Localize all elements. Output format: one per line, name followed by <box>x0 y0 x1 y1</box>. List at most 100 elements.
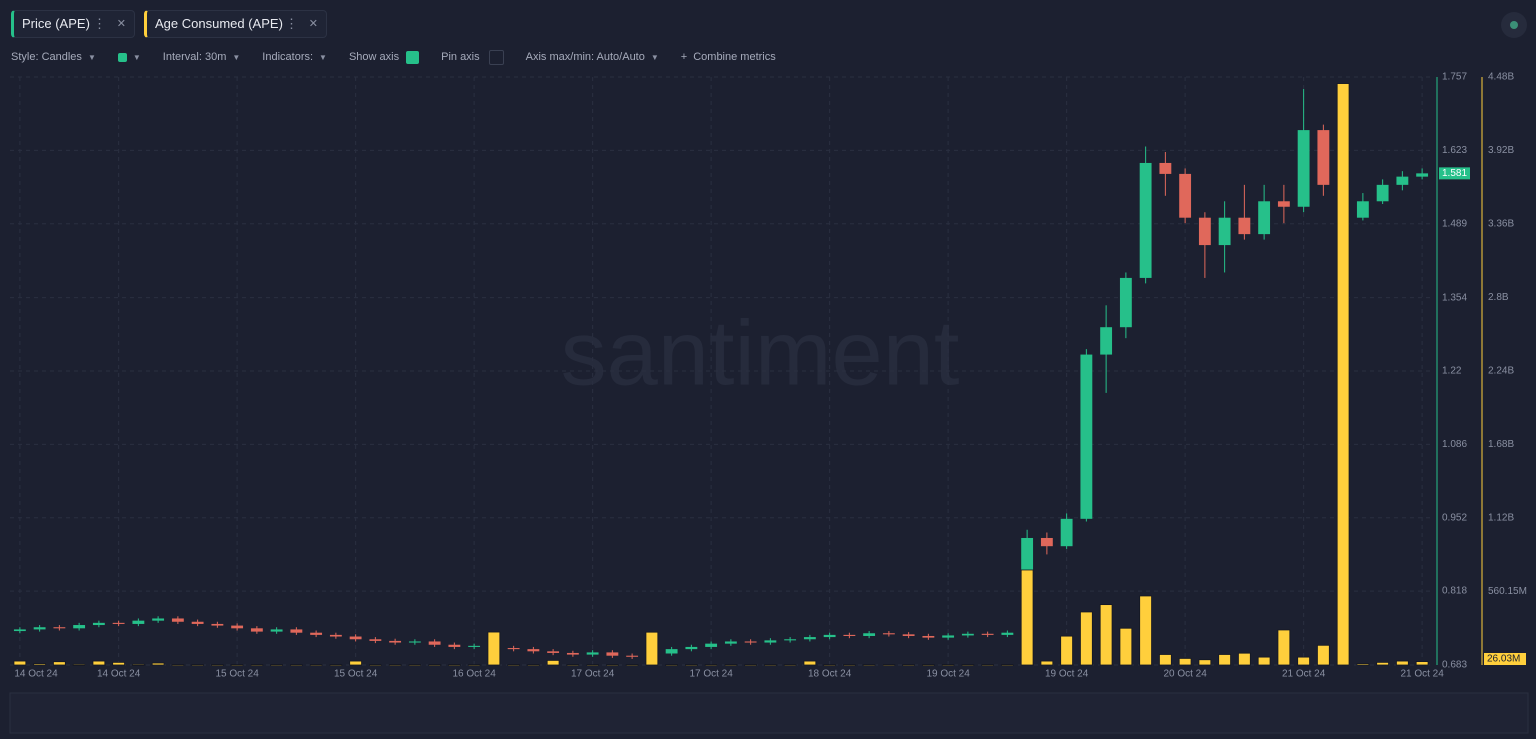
style-select[interactable]: Style: Candles ▼ <box>11 51 96 63</box>
bar <box>13 660 27 666</box>
candle-body <box>53 627 66 629</box>
x-tick-label: 14 Oct 24 <box>97 669 141 680</box>
bar <box>290 664 303 667</box>
bar <box>1336 83 1350 666</box>
candle-body <box>981 633 994 635</box>
tab-label: Price (APE) <box>22 16 90 31</box>
x-tick-label: 15 Oct 24 <box>215 669 259 680</box>
bar <box>1297 656 1310 666</box>
x-tick-label: 19 Oct 24 <box>926 669 970 680</box>
bar <box>843 664 856 667</box>
bar <box>112 661 125 666</box>
x-tick-label: 21 Oct 24 <box>1400 669 1444 680</box>
candle-body <box>882 633 895 635</box>
bar <box>922 664 935 667</box>
candle-body <box>724 641 737 644</box>
bar <box>882 664 896 667</box>
candle-body <box>1297 130 1310 207</box>
bar <box>1020 569 1034 666</box>
y2-tick-label: 3.92B <box>1488 145 1514 156</box>
candle-body <box>942 635 955 638</box>
interval-label: Interval: 30m <box>162 51 227 63</box>
candle-body <box>547 651 560 653</box>
bar <box>862 664 876 667</box>
bar <box>744 664 757 667</box>
indicators-label: Indicators: <box>262 51 314 63</box>
x-tick-label: 21 Oct 24 <box>1282 669 1326 680</box>
last-price-label: 1.581 <box>1442 168 1467 179</box>
metric-tab[interactable]: Price (APE) ⋮ ✕ <box>11 10 135 38</box>
candle-body <box>1040 537 1053 547</box>
tab-menu[interactable]: ⋮ <box>285 16 298 31</box>
candle-body <box>803 637 816 640</box>
candle-body <box>1080 354 1093 519</box>
candle-body <box>1416 173 1429 177</box>
y2-tick-label: 2.24B <box>1488 366 1514 377</box>
checkbox[interactable] <box>488 49 504 65</box>
y-tick-label: 1.489 <box>1442 218 1467 229</box>
x-tick-label: 20 Oct 24 <box>1163 669 1207 680</box>
color-select[interactable]: ▼ <box>117 52 141 62</box>
candle-body <box>1159 162 1172 174</box>
candle-body <box>566 652 579 655</box>
candle-body <box>784 639 797 641</box>
candle-body <box>408 641 421 643</box>
bar <box>329 664 343 667</box>
candle-body <box>1139 162 1152 278</box>
bar <box>1099 604 1113 666</box>
axis-range-select[interactable]: Axis max/min: Auto/Auto ▼ <box>525 51 659 63</box>
bar <box>1277 629 1291 666</box>
combine-button[interactable]: + Combine metrics <box>680 51 776 63</box>
candle-body <box>428 641 441 645</box>
bar <box>309 664 323 667</box>
bar <box>132 663 145 666</box>
candle-body <box>468 645 481 647</box>
x-tick-label: 15 Oct 24 <box>334 669 378 680</box>
last-value-label: 26.03M <box>1487 654 1520 665</box>
bar <box>645 631 659 666</box>
candle-body <box>191 621 204 624</box>
indicators-select[interactable]: Indicators: ▼ <box>262 51 327 63</box>
bar <box>1119 627 1133 666</box>
candle-body <box>1376 184 1389 202</box>
bar <box>586 664 599 667</box>
candle-body <box>250 628 263 632</box>
tab-close[interactable]: ✕ <box>308 18 318 30</box>
bar <box>428 664 441 667</box>
candle-body <box>1179 173 1192 218</box>
pin-axis-toggle[interactable]: Pin axis <box>441 49 504 65</box>
y-tick-label: 1.086 <box>1442 439 1467 450</box>
bar <box>211 664 224 667</box>
bar <box>566 664 580 667</box>
tab-close[interactable]: ✕ <box>116 18 126 30</box>
y2-tick-label: 3.36B <box>1488 219 1514 230</box>
bar <box>72 663 86 666</box>
color-swatch <box>117 52 127 62</box>
candle-body <box>33 627 46 630</box>
show-axis-toggle[interactable]: Show axis <box>348 50 420 64</box>
bar <box>783 664 797 667</box>
candle-body <box>685 646 698 650</box>
metric-tab[interactable]: Age Consumed (APE) ⋮ ✕ <box>144 10 327 38</box>
checkbox[interactable] <box>406 50 420 64</box>
show-axis-label: Show axis <box>348 51 400 63</box>
watermark: santiment <box>561 302 960 404</box>
navigator[interactable] <box>9 692 1529 734</box>
bar <box>1080 611 1093 666</box>
candle-body <box>389 640 402 643</box>
bar <box>606 664 619 667</box>
y-tick-label: 1.623 <box>1442 145 1467 156</box>
bar <box>665 664 678 667</box>
tab-menu[interactable]: ⋮ <box>93 16 106 31</box>
tab-label: Age Consumed (APE) <box>155 16 283 31</box>
candle-body <box>171 618 184 622</box>
bar <box>1317 644 1330 666</box>
bar <box>230 664 244 667</box>
candle-body <box>132 620 145 624</box>
bar <box>1257 656 1271 666</box>
x-tick-label: 17 Oct 24 <box>571 669 615 680</box>
interval-select[interactable]: Interval: 30m ▼ <box>162 51 241 63</box>
candle-body <box>270 629 283 632</box>
